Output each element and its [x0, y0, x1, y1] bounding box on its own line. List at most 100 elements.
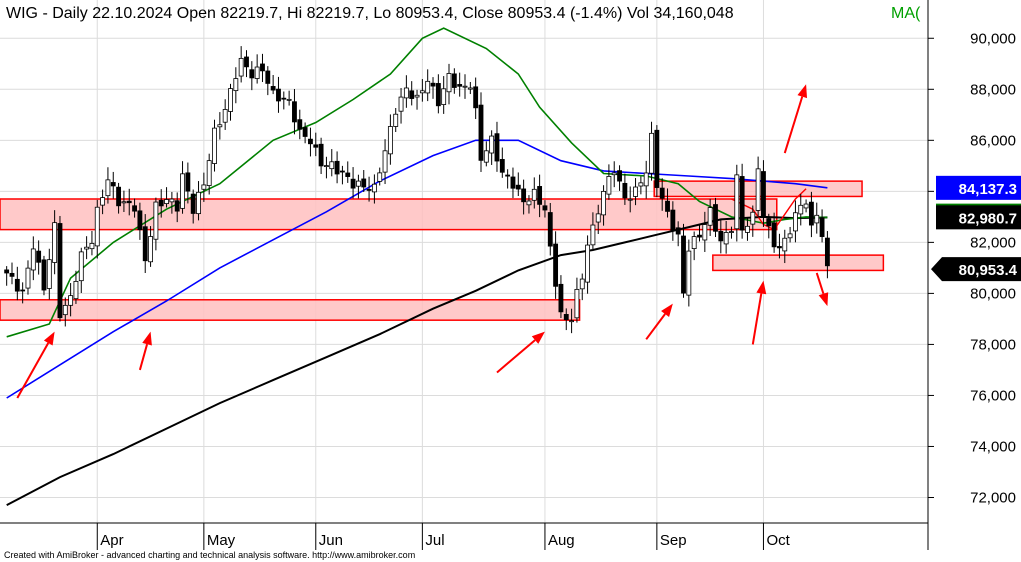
candle-body [665, 200, 670, 212]
candle-body [30, 248, 36, 271]
grid-layer [0, 0, 928, 523]
candle-body [9, 272, 15, 277]
annotation-arrow-head [531, 331, 545, 344]
x-tick-label: Aug [548, 532, 575, 549]
annotation-arrow-shaft [138, 343, 149, 371]
candle-body [526, 200, 532, 206]
candle-body [622, 182, 628, 199]
candle-body [57, 223, 63, 319]
candle-body [537, 186, 543, 205]
price-zone [712, 254, 885, 272]
candle-body [292, 101, 297, 123]
candle-body [494, 133, 500, 162]
candle-body [217, 124, 223, 128]
value-tags: 84,137.383,04882,980.780,953.4 [931, 175, 1021, 282]
candle-body [180, 173, 185, 209]
candle-body [393, 113, 399, 127]
value-tag-label: 82,980.7 [959, 210, 1017, 227]
candle-body [585, 244, 591, 283]
candle-body [643, 172, 649, 187]
annotation-arrow-head [43, 331, 55, 346]
candle-body [750, 211, 756, 225]
candle-body [371, 183, 377, 193]
candle-body [366, 189, 372, 191]
annotation-arrow-shaft [815, 272, 825, 295]
candle-body [462, 85, 468, 88]
candle-body [116, 186, 122, 207]
candle-body [718, 230, 724, 242]
candle-body [222, 109, 228, 123]
candle-body [713, 204, 718, 232]
y-tick-label: 90,000 [970, 30, 1016, 47]
candle-body [254, 66, 260, 79]
candle-body [505, 174, 511, 177]
candle-body [46, 259, 52, 289]
candle-body [521, 188, 527, 203]
candle-body [409, 90, 415, 99]
value-tag-label: 84,137.3 [959, 181, 1017, 198]
candle-body [574, 288, 580, 319]
candle-body [489, 135, 495, 154]
candle-body [435, 83, 441, 107]
annotation-arrow-head [661, 303, 673, 318]
y-tick-label: 80,000 [970, 285, 1016, 302]
candle-body [126, 200, 132, 204]
candle-body [611, 172, 617, 176]
value-tag: 84,137.3 [936, 175, 1021, 200]
candle-body [345, 172, 351, 177]
candle-body [350, 178, 356, 189]
candle-body [105, 179, 111, 197]
ma-mid-line [6, 139, 828, 399]
y-tick-label: 76,000 [970, 387, 1016, 404]
candle-body [89, 243, 95, 250]
candle-body [318, 143, 324, 167]
candle-body [675, 227, 681, 235]
x-tick-label: Jun [319, 532, 343, 549]
y-tick-label: 88,000 [970, 81, 1016, 98]
candle-body [707, 207, 713, 226]
candle-body [563, 314, 569, 321]
candle-body [185, 172, 191, 192]
candle-body [606, 176, 612, 195]
annotation-arrow-head [797, 84, 808, 99]
value-tag-label: 80,953.4 [959, 262, 1018, 279]
candle-body [419, 90, 425, 94]
candle-body [553, 243, 559, 287]
candle-body [68, 295, 74, 306]
candle-body [398, 96, 404, 112]
value-tag-bg [931, 257, 1021, 282]
candle-body [4, 269, 10, 274]
candle-body [457, 84, 463, 87]
annotation-arrow-shaft [783, 96, 804, 154]
candle-body [212, 127, 217, 164]
candle-body [569, 320, 575, 323]
candle-body [814, 214, 820, 224]
candle-body [414, 94, 420, 98]
annotation-arrow-head [142, 331, 152, 346]
candle-body [558, 283, 564, 313]
x-tick-label: Sep [660, 532, 687, 549]
candle-body [617, 170, 622, 182]
candle-body [745, 225, 750, 233]
candle-body [478, 104, 484, 161]
candle-body [121, 201, 127, 204]
candle-body [355, 180, 361, 187]
candle-body [761, 171, 766, 218]
candle-body [334, 160, 340, 175]
candle-body [670, 209, 676, 231]
candle-body [681, 235, 686, 294]
candle-body [339, 170, 345, 173]
candle-body [132, 205, 137, 212]
candle-body [430, 82, 436, 87]
candle-body [777, 246, 782, 249]
candle-body [547, 212, 553, 247]
candle-body [579, 278, 585, 290]
candle-body [638, 182, 644, 187]
candle-body [286, 98, 292, 101]
candle-body [14, 278, 20, 292]
candle-body [654, 129, 660, 188]
candle-body [270, 86, 276, 91]
y-tick-label: 86,000 [970, 132, 1016, 149]
candle-body [590, 224, 596, 246]
